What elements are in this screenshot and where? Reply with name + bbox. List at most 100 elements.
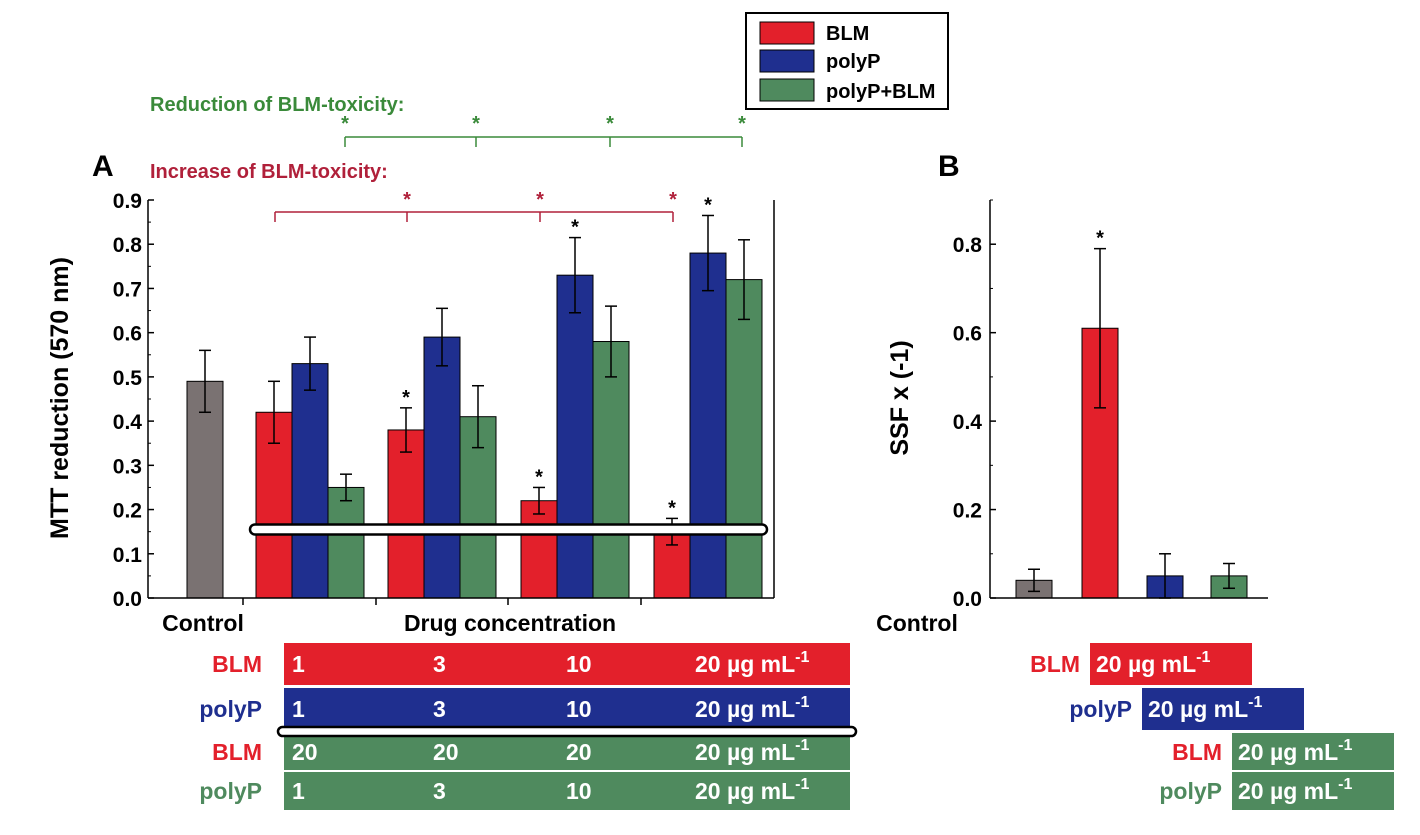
table-a-cell: 20 µg mL-1 [695,694,810,722]
table-a-cell: 1 [292,651,305,677]
y-tick-label-a: 0.6 [113,323,142,346]
legend-swatch-polyp [759,49,815,73]
panel-a: A * * * * * 0.0 0.1 0.2 0.3 0.4 0.5 0.6 0.7 0.8 0.9 M… [46,150,858,810]
table-a-unit-sup: -1 [795,649,809,666]
table-b-cell: 20 µg mL-1 [1096,649,1211,677]
reduction-star: * [341,113,349,135]
reduction-star: * [472,113,480,135]
bar-polyp-20 [689,252,727,599]
table-a-unit-sup: -1 [795,694,809,711]
table-b-cell: 20 µg mL-1 [1148,694,1263,722]
y-tick-label-a: 0.4 [113,411,143,434]
y-tick-label-a: 0.3 [113,455,142,478]
table-b-row-bg [1142,688,1304,730]
table-a-row-bg [284,688,850,730]
table-a-row-label: BLM [212,739,262,765]
y-tick-label-a: 0.7 [113,278,142,301]
bar-blm-20-sig-star: * [668,497,676,519]
table-a-cell: 1 [292,778,305,804]
legend: BLM polyP polyP+BLM [745,12,949,110]
increase-bracket: * * * [274,189,677,222]
legend-label-polyp: polyP [826,51,880,73]
reduction-label: Reduction of BLM-toxicity: [150,94,404,116]
bar-polyp-10 [556,274,594,599]
table-b-unit-sup: -1 [1338,776,1352,793]
table-b-row-label: polyP [1069,696,1132,722]
y-tick-label-a: 0.2 [113,500,142,523]
panel-a-bars: * * * * * [186,194,763,599]
table-a-pill-line [276,725,858,738]
table-a-row-label: BLM [212,651,262,677]
panel-a-axes: 0.0 0.1 0.2 0.3 0.4 0.5 0.6 0.7 0.8 0.9 [113,190,775,611]
y-tick-label-b: 0.8 [953,234,983,257]
panel-b-table: BLM 20 µg mL-1 polyP 20 µg mL-1 BLM 20 µg mL-… [1030,643,1394,810]
table-a-cell: 1 [292,696,305,722]
table-a-cell: 20 [433,739,459,765]
increase-star: * [669,189,677,211]
table-b-cell: 20 µg mL-1 [1238,776,1353,804]
table-a-cell: 3 [433,696,446,722]
legend-label-blm: BLM [826,23,869,45]
y-tick-label-b: 0.2 [953,500,982,523]
table-a-row-label: polyP [199,696,262,722]
bar-blm-3 [387,429,425,599]
legend-swatch-combo [759,78,815,102]
table-a-cell: 20 µg mL-1 [695,649,810,677]
reduction-star: * [606,113,614,135]
table-a-cell: 20 [292,739,318,765]
table-a-cell: 10 [566,696,592,722]
table-b-row-bg [1232,733,1394,771]
panel-b-ylabel: SSF x (-1) [886,340,914,455]
table-a-row-bg [284,733,850,771]
y-tick-label-b: 0.4 [953,411,983,434]
threshold-line [248,523,769,536]
table-a-row-bg [284,772,850,810]
reduction-bracket: * * * * [341,113,746,147]
bar-polyp-blm-20 [725,279,763,599]
y-tick-label-a: 0.1 [113,544,143,567]
table-b-unit-sup: -1 [1338,737,1352,754]
y-tick-label-a: 0.9 [113,190,142,213]
table-a-unit-sup: -1 [795,776,809,793]
table-a-row-bg [284,643,850,685]
table-a-unit-sup: -1 [795,737,809,754]
table-b-row-label: BLM [1172,739,1222,765]
bar-blm-10 [520,500,558,599]
bar-polyp-blm-1 [327,486,365,599]
increase-label: Increase of BLM-toxicity: [150,161,388,183]
table-a-row-label: polyP [199,778,262,804]
legend-swatch-blm [759,21,815,45]
table-b-row-label: BLM [1030,651,1080,677]
table-b-unit-sup: -1 [1248,694,1262,711]
bar-polyp-1 [291,363,329,599]
table-a-cell: 3 [433,778,446,804]
panel-a-xlabel: Drug concentration [404,610,616,636]
table-a-cell: 10 [566,651,592,677]
bar-polyp-20-sig-star: * [704,194,712,216]
legend-label-combo: polyP+BLM [826,81,935,103]
panel-b-axes: 0.0 0.2 0.4 0.6 0.8 [953,199,1268,611]
bar-polyp-blm-10 [592,341,630,599]
panel-a-ylabel: MTT reduction (570 nm) [46,257,74,539]
panel-b-bars: * [1015,228,1248,599]
y-tick-label-a: 0.0 [113,588,142,611]
increase-star: * [403,189,411,211]
panel-a-table: BLM 1 3 10 20 µg mL-1 polyP 1 3 10 20 µg mL-1 BLM 2… [199,643,858,810]
bar-blm-10-sig-star: * [535,466,543,488]
bar-polyp-3 [423,336,461,599]
panel-a-letter: A [92,150,114,183]
bar-polyp-10-sig-star: * [571,217,579,239]
table-a-cell: 20 µg mL-1 [695,776,810,804]
y-tick-label-a: 0.8 [113,234,143,257]
table-b-row-bg [1090,643,1252,685]
table-b-row-bg [1232,772,1394,810]
table-a-cell: 10 [566,778,592,804]
control-bar [186,380,224,599]
reduction-star: * [738,113,746,135]
bar-blm-3-sig-star: * [402,387,410,409]
panel-b-control-label: Control [876,610,958,636]
table-b-row-label: polyP [1159,778,1222,804]
table-a-cell: 20 µg mL-1 [695,737,810,765]
panel-a-control-label: Control [162,610,244,636]
